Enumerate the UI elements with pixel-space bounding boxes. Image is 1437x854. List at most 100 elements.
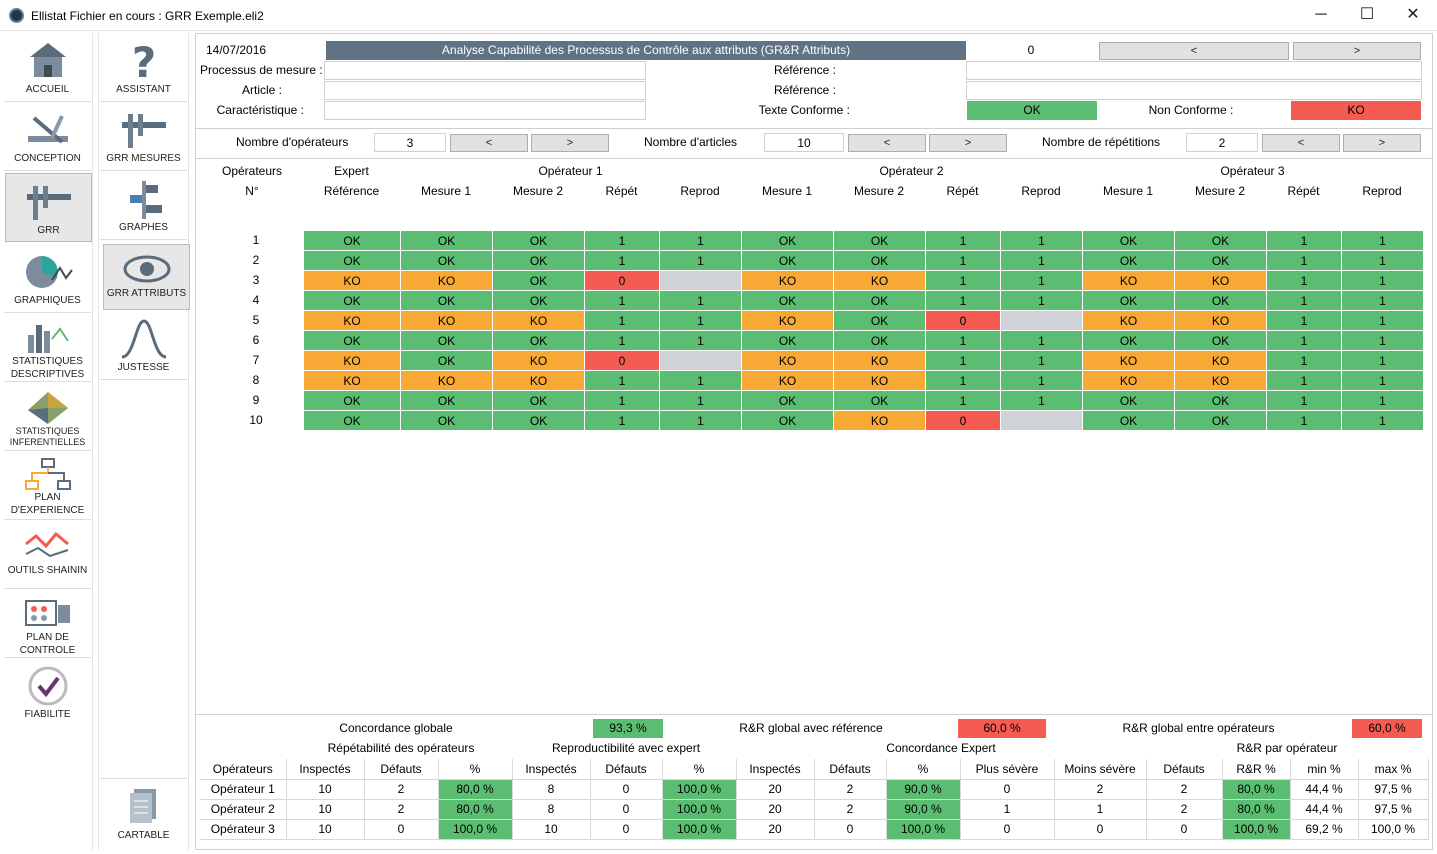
grid-cell[interactable]: 1 — [1266, 250, 1342, 271]
processus-input[interactable] — [324, 61, 646, 80]
grid-cell[interactable]: OK — [1082, 230, 1175, 251]
grid-cell[interactable]: OK — [1082, 290, 1175, 311]
grid-cell[interactable]: KO — [1174, 350, 1267, 371]
grid-cell[interactable]: KO — [1174, 270, 1267, 291]
grid-cell[interactable]: OK — [303, 410, 401, 431]
grid-cell[interactable]: 1 — [659, 330, 742, 351]
minimize-button[interactable]: ─ — [1315, 6, 1327, 23]
grid-cell[interactable]: KO — [400, 270, 493, 291]
maximize-button[interactable]: ☐ — [1359, 6, 1375, 23]
nb-repetitions-input[interactable]: 2 — [1186, 133, 1258, 152]
grid-cell[interactable]: OK — [492, 250, 585, 271]
sidebar-item-statistiques-descriptives[interactable]: STATISTIQUES DESCRIPTIVES — [4, 313, 91, 382]
grid-cell[interactable]: 1 — [1266, 350, 1342, 371]
grid-cell[interactable]: 1 — [1266, 270, 1342, 291]
grid-cell[interactable]: 1 — [1266, 290, 1342, 311]
grid-cell[interactable]: 1 — [1341, 250, 1424, 271]
subnav-item-assistant[interactable]: ? ASSISTANT — [100, 33, 187, 102]
grid-cell[interactable]: OK — [400, 250, 493, 271]
grid-cell[interactable]: KO — [741, 270, 834, 291]
grid-cell[interactable]: OK — [741, 290, 834, 311]
grid-cell[interactable]: 1 — [659, 310, 742, 331]
grid-cell[interactable]: 1 — [1000, 250, 1083, 271]
grid-cell[interactable]: OK — [1174, 230, 1267, 251]
grid-cell[interactable]: KO — [833, 350, 926, 371]
subnav-item-justesse[interactable]: JUSTESSE — [100, 311, 187, 380]
sidebar-item-statistiques-inferentielles[interactable]: STATISTIQUES INFERENTIELLES — [4, 382, 91, 451]
grid-cell[interactable]: OK — [400, 230, 493, 251]
ko-text-input[interactable]: KO — [1291, 101, 1421, 120]
grid-cell[interactable]: OK — [400, 390, 493, 411]
grid-cell[interactable]: 1 — [1000, 330, 1083, 351]
grid-cell[interactable]: OK — [400, 290, 493, 311]
grid-cell[interactable]: KO — [741, 310, 834, 331]
grid-cell[interactable]: OK — [833, 250, 926, 271]
grid-cell[interactable]: 1 — [1341, 310, 1424, 331]
grid-cell[interactable]: OK — [741, 410, 834, 431]
grid-cell[interactable]: OK — [741, 330, 834, 351]
nb-articles-input[interactable]: 10 — [764, 133, 844, 152]
operateurs-inc-button[interactable]: > — [531, 134, 609, 152]
subnav-item-grr-mesures[interactable]: GRR MESURES — [100, 102, 187, 171]
grid-cell[interactable]: 1 — [659, 370, 742, 391]
nb-operateurs-input[interactable]: 3 — [374, 133, 446, 152]
grid-cell[interactable]: 1 — [584, 330, 660, 351]
grid-cell[interactable]: OK — [833, 310, 926, 331]
grid-cell[interactable]: 1 — [1000, 230, 1083, 251]
grid-cell[interactable]: 1 — [925, 330, 1001, 351]
caracteristique-input[interactable] — [324, 101, 646, 120]
sidebar-item-plan-de-controle[interactable]: PLAN DE CONTROLE — [4, 589, 91, 658]
grid-cell[interactable]: OK — [1082, 410, 1175, 431]
grid-cell[interactable] — [659, 270, 742, 291]
sidebar-item-grr[interactable]: GRR — [5, 173, 92, 242]
subnav-item-cartable[interactable]: CARTABLE — [100, 778, 187, 847]
grid-cell[interactable]: OK — [303, 390, 401, 411]
grid-cell[interactable]: 1 — [584, 310, 660, 331]
grid-cell[interactable]: 1 — [925, 350, 1001, 371]
grid-cell[interactable]: 0 — [925, 310, 1001, 331]
grid-cell[interactable]: OK — [1174, 290, 1267, 311]
sidebar-item-outils-shainin[interactable]: OUTILS SHAININ — [4, 520, 91, 589]
prev-record-button[interactable]: < — [1099, 42, 1289, 60]
grid-cell[interactable]: 1 — [584, 410, 660, 431]
grid-cell[interactable]: 1 — [1266, 390, 1342, 411]
grid-cell[interactable]: OK — [400, 410, 493, 431]
grid-cell[interactable]: OK — [1082, 330, 1175, 351]
grid-cell[interactable]: OK — [741, 230, 834, 251]
grid-cell[interactable] — [1000, 310, 1083, 331]
grid-cell[interactable]: KO — [1082, 350, 1175, 371]
sidebar-item-plan-experience[interactable]: PLAN D'EXPERIENCE — [4, 451, 91, 520]
grid-cell[interactable]: OK — [400, 330, 493, 351]
grid-cell[interactable]: 1 — [925, 370, 1001, 391]
grid-cell[interactable]: OK — [741, 250, 834, 271]
grid-cell[interactable]: OK — [492, 290, 585, 311]
grid-cell[interactable]: KO — [303, 370, 401, 391]
grid-cell[interactable]: KO — [492, 350, 585, 371]
grid-cell[interactable]: OK — [1174, 330, 1267, 351]
grid-cell[interactable]: 1 — [925, 390, 1001, 411]
articles-inc-button[interactable]: > — [929, 134, 1007, 152]
grid-cell[interactable]: 1 — [584, 230, 660, 251]
grid-cell[interactable]: KO — [1174, 310, 1267, 331]
grid-cell[interactable]: 1 — [1341, 290, 1424, 311]
close-button[interactable]: ✕ — [1406, 6, 1420, 23]
grid-cell[interactable]: 1 — [659, 390, 742, 411]
grid-cell[interactable]: KO — [400, 370, 493, 391]
operateurs-dec-button[interactable]: < — [450, 134, 528, 152]
grid-cell[interactable]: 1 — [659, 230, 742, 251]
grid-cell[interactable]: 1 — [1341, 270, 1424, 291]
grid-cell[interactable]: 1 — [659, 290, 742, 311]
grid-cell[interactable]: OK — [303, 330, 401, 351]
grid-cell[interactable]: 1 — [1341, 230, 1424, 251]
article-input[interactable] — [324, 81, 646, 100]
grid-cell[interactable]: 1 — [1266, 410, 1342, 431]
grid-cell[interactable]: OK — [492, 270, 585, 291]
grid-cell[interactable]: KO — [833, 410, 926, 431]
sidebar-item-fiabilite[interactable]: FIABILITE — [4, 658, 91, 727]
grid-cell[interactable]: 1 — [1341, 370, 1424, 391]
grid-cell[interactable]: 1 — [584, 250, 660, 271]
grid-cell[interactable]: 1 — [1341, 390, 1424, 411]
next-record-button[interactable]: > — [1293, 42, 1421, 60]
grid-cell[interactable]: OK — [1174, 410, 1267, 431]
grid-cell[interactable]: OK — [833, 330, 926, 351]
